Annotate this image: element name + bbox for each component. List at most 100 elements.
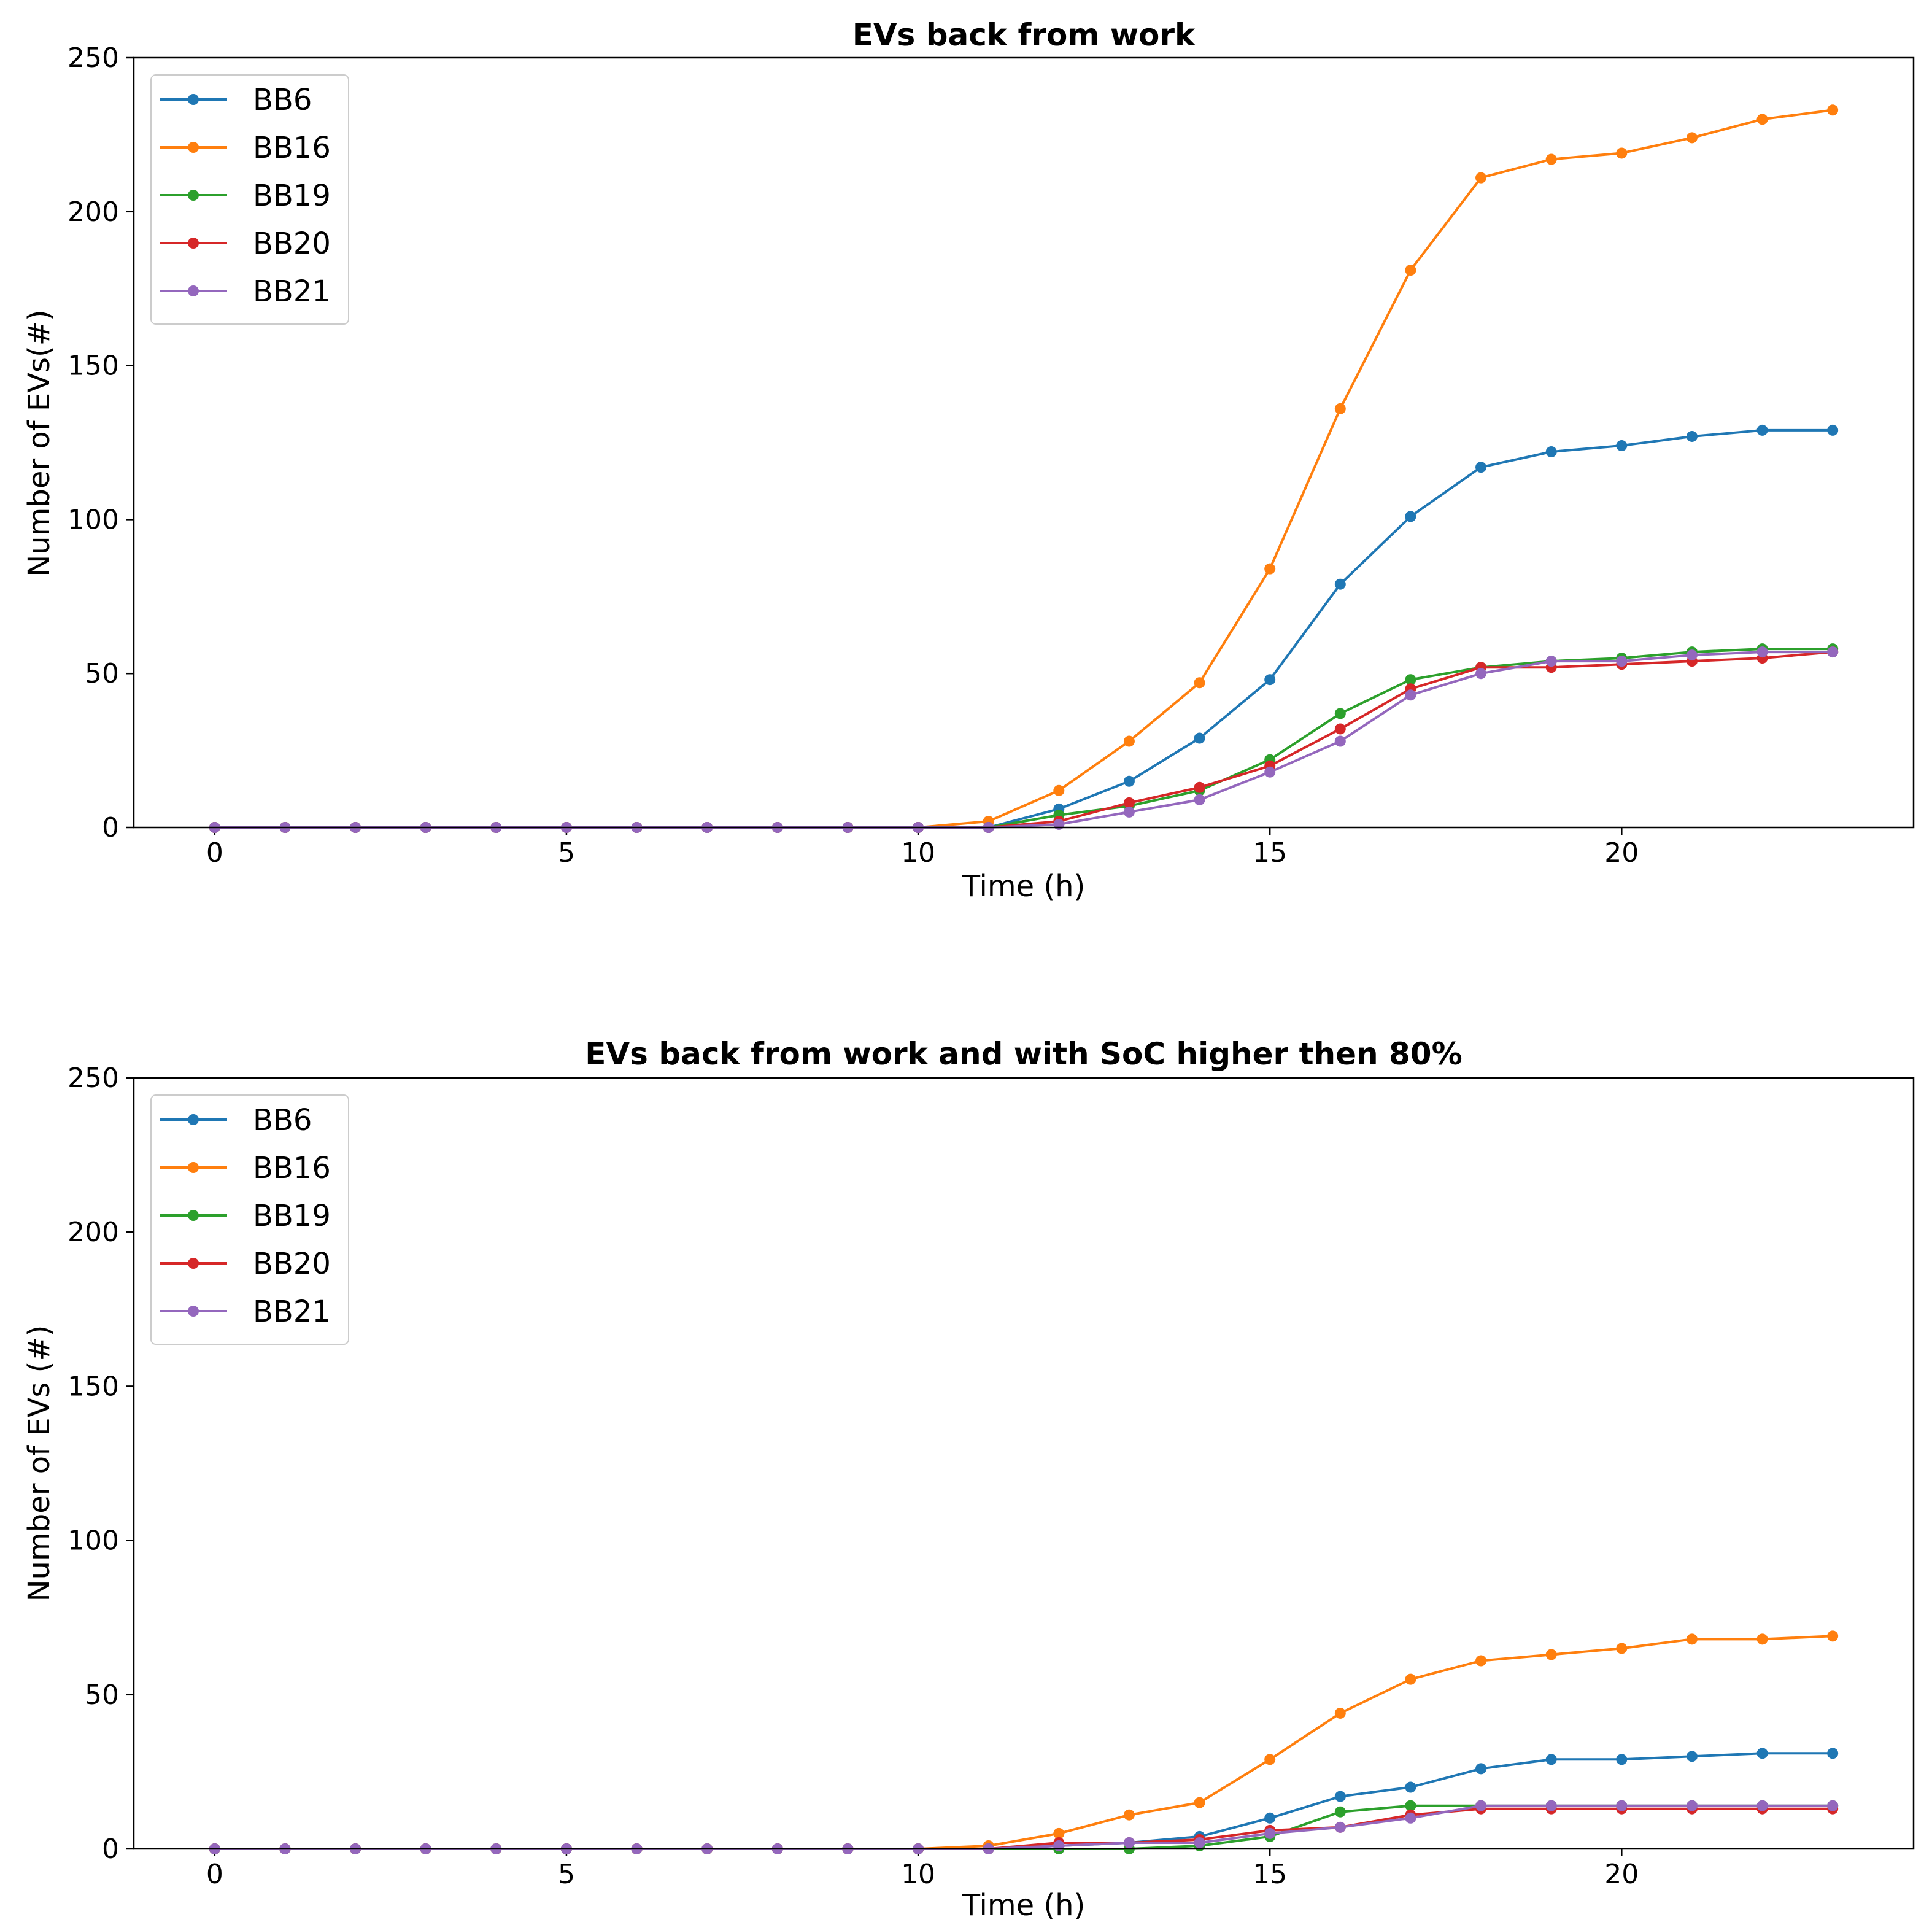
- point-bb16: [1123, 1809, 1135, 1821]
- point-bb21: [1053, 1840, 1065, 1851]
- point-bb21: [1475, 1800, 1487, 1811]
- legend-marker: [188, 1114, 199, 1125]
- point-bb16: [1194, 677, 1205, 689]
- point-bb16: [1475, 1655, 1487, 1667]
- point-bb6: [1475, 462, 1487, 473]
- point-bb6: [1334, 578, 1346, 590]
- point-bb16: [1827, 1630, 1839, 1642]
- point-bb16: [1686, 132, 1698, 144]
- chart-2: EVs back from work and with SoC higher t…: [22, 1036, 1915, 1923]
- point-bb6: [1194, 732, 1205, 744]
- x-tick-label: 0: [206, 837, 223, 869]
- legend-label: BB16: [253, 1151, 331, 1185]
- y-tick-label: 0: [102, 812, 119, 843]
- y-tick-label: 50: [85, 658, 119, 689]
- point-bb16: [1475, 172, 1487, 184]
- point-bb21: [1405, 689, 1416, 701]
- y-tick-label: 100: [68, 1525, 119, 1557]
- point-bb21: [1053, 818, 1065, 830]
- point-bb19: [1405, 674, 1416, 686]
- legend-item-bb6: BB6: [160, 83, 312, 117]
- chart-1-xlabel: Time (h): [962, 869, 1086, 904]
- point-bb6: [1545, 1754, 1557, 1765]
- chart-2-legend: BB6 BB16 BB19 BB20 BB21: [150, 1094, 349, 1345]
- x-tick-label: 15: [1253, 1859, 1287, 1890]
- point-bb16: [1053, 1827, 1065, 1839]
- chart-2-title: EVs back from work and with SoC higher t…: [585, 1036, 1462, 1072]
- line-bb16: [214, 1635, 1833, 1850]
- x-tick-label: 15: [1253, 837, 1287, 869]
- x-tick-label: 10: [901, 837, 935, 869]
- point-bb19: [1334, 1806, 1346, 1818]
- line-bb19: [214, 648, 1833, 829]
- x-tick-label: 5: [558, 1859, 575, 1890]
- legend-label: BB19: [253, 179, 331, 213]
- legend-label: BB21: [253, 274, 331, 309]
- legend-label: BB6: [253, 1103, 312, 1137]
- y-tick-label: 250: [68, 1063, 119, 1094]
- legend-marker: [188, 238, 199, 249]
- point-bb16: [1194, 1797, 1205, 1808]
- point-bb20: [1334, 723, 1346, 735]
- line-bb21: [214, 651, 1833, 829]
- point-bb21: [1264, 766, 1276, 778]
- point-bb21: [1334, 1821, 1346, 1833]
- point-bb21: [1756, 1800, 1768, 1811]
- point-bb21: [1616, 1800, 1628, 1811]
- legend-label: BB6: [253, 83, 312, 117]
- legend-item-bb20: BB20: [160, 1247, 331, 1281]
- point-bb16: [1123, 735, 1135, 747]
- series-bb19: [209, 643, 1839, 833]
- point-bb16: [1756, 1633, 1768, 1645]
- point-bb6: [1123, 775, 1135, 787]
- legend-item-bb19: BB19: [160, 1199, 331, 1233]
- point-bb21: [1827, 1800, 1839, 1811]
- point-bb21: [1686, 649, 1698, 661]
- chart-1: EVs back from work Number of EVs(#) Time…: [22, 17, 1915, 904]
- line-bb21: [214, 1804, 1833, 1850]
- point-bb16: [1264, 1754, 1276, 1765]
- y-tick-label: 0: [102, 1834, 119, 1865]
- y-tick-label: 250: [68, 42, 119, 74]
- legend-item-bb20: BB20: [160, 227, 331, 261]
- legend-item-bb16: BB16: [160, 1151, 331, 1185]
- y-tick-label: 150: [68, 1371, 119, 1402]
- point-bb16: [1264, 563, 1276, 575]
- point-bb20: [1194, 781, 1205, 793]
- legend-marker: [188, 1210, 199, 1221]
- point-bb19: [1334, 708, 1346, 719]
- point-bb6: [1475, 1763, 1487, 1775]
- point-bb6: [1686, 430, 1698, 442]
- chart-1-title: EVs back from work: [852, 17, 1196, 53]
- point-bb16: [1334, 403, 1346, 414]
- legend-marker: [188, 1162, 199, 1173]
- chart-1-plot-frame: [133, 56, 1915, 829]
- chart-2-plot-frame: [133, 1077, 1915, 1850]
- point-bb16: [1756, 114, 1768, 125]
- point-bb6: [1405, 1781, 1416, 1793]
- point-bb6: [1334, 1791, 1346, 1802]
- legend-item-bb21: BB21: [160, 1295, 331, 1329]
- point-bb16: [1053, 784, 1065, 796]
- line-bb6: [214, 1752, 1833, 1850]
- legend-item-bb16: BB16: [160, 131, 331, 165]
- x-tick-label: 20: [1604, 1859, 1639, 1890]
- y-tick-label: 200: [68, 1217, 119, 1248]
- point-bb16: [1616, 1643, 1628, 1654]
- chart-1-legend: BB6 BB16 BB19 BB20 BB21: [150, 74, 349, 325]
- legend-marker: [188, 190, 199, 201]
- legend-marker: [188, 1306, 199, 1317]
- point-bb6: [1616, 1754, 1628, 1765]
- chart-1-ylabel: Number of EVs(#): [22, 309, 56, 576]
- point-bb16: [1545, 1649, 1557, 1660]
- legend-label: BB20: [253, 1247, 331, 1281]
- legend-marker: [188, 285, 199, 296]
- point-bb21: [1194, 794, 1205, 805]
- point-bb21: [1545, 656, 1557, 667]
- point-bb21: [1475, 668, 1487, 680]
- legend-marker: [188, 1258, 199, 1269]
- line-bb6: [214, 428, 1833, 829]
- point-bb21: [1756, 646, 1768, 658]
